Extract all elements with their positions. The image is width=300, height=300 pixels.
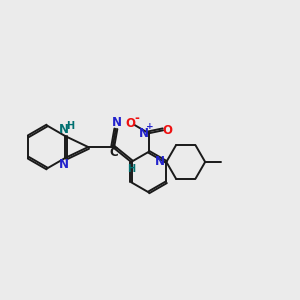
Text: O: O — [125, 117, 135, 130]
Text: N: N — [59, 123, 69, 136]
Text: C: C — [109, 146, 118, 160]
Text: N: N — [59, 158, 69, 171]
Text: N: N — [112, 116, 122, 129]
Text: N: N — [138, 127, 148, 140]
Text: H: H — [67, 121, 75, 131]
Text: O: O — [163, 124, 173, 137]
Text: +: + — [146, 122, 154, 131]
Text: -: - — [134, 112, 139, 125]
Text: N: N — [155, 155, 165, 168]
Text: H: H — [127, 164, 135, 173]
